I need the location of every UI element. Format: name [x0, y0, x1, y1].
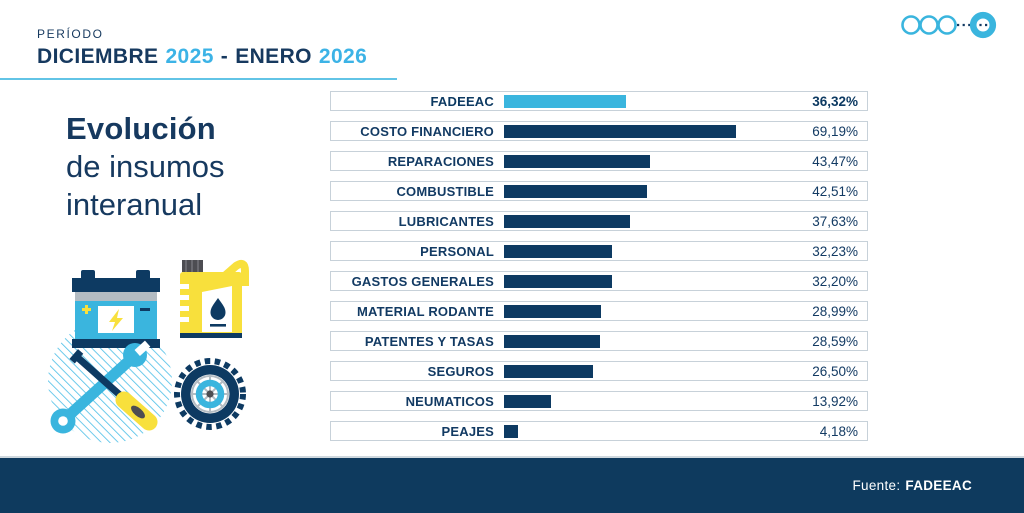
bar-row: NEUMATICOS 13,92%: [330, 391, 868, 411]
bar: [504, 424, 518, 438]
bar-row: COSTO FINANCIERO 69,19%: [330, 121, 868, 141]
title-line-1: Evolución: [66, 111, 216, 146]
bar-row-label: MATERIAL RODANTE: [356, 303, 494, 319]
bar-row: MATERIAL RODANTE 28,99%: [330, 301, 868, 321]
bar-row: GASTOS GENERALES 32,20%: [330, 271, 868, 291]
bar-track: [504, 244, 781, 258]
bar-row-value: 69,19%: [812, 123, 858, 139]
bar: [504, 334, 600, 348]
bar-row-label: GASTOS GENERALES: [351, 273, 494, 289]
bar-row-value: 43,47%: [812, 153, 858, 169]
bar-track: [504, 94, 781, 108]
bar-row-value: 32,23%: [812, 243, 858, 259]
circles-dots-decoration-icon: [901, 11, 997, 39]
bar-row: PEAJES 4,18%: [330, 421, 868, 441]
page-title: Evolución de insumos interanual: [66, 110, 225, 224]
bar-row-label: PEAJES: [441, 423, 494, 439]
source-value: FADEEAC: [905, 478, 972, 493]
bar-row-label: COSTO FINANCIERO: [360, 123, 494, 139]
bar-track: [504, 364, 781, 378]
period-range: DICIEMBRE 2025 - ENERO 2026: [37, 45, 367, 69]
bar-row: COMBUSTIBLE 42,51%: [330, 181, 868, 201]
bar-row: SEGUROS 26,50%: [330, 361, 868, 381]
bar-track: [504, 424, 781, 438]
bar-row-label: NEUMATICOS: [405, 393, 494, 409]
bar-row-value: 36,32%: [812, 93, 858, 109]
truck-inputs-illustration: [48, 259, 249, 443]
source-label: Fuente:: [852, 478, 901, 493]
bar-track: [504, 184, 781, 198]
bar: [504, 154, 650, 168]
bar: [504, 244, 613, 258]
bar: [504, 184, 647, 198]
period-year2: 2026: [318, 45, 368, 68]
title-line-2: de insumos: [66, 149, 225, 184]
oil-can-icon: [180, 259, 249, 338]
bar-chart: FADEEAC 36,32% COSTO FINANCIERO 69,19% R…: [330, 91, 868, 451]
source-credit: Fuente: FADEEAC: [853, 478, 973, 493]
header: PERÍODO DICIEMBRE 2025 - ENERO 2026: [37, 27, 367, 69]
bar-row-value: 42,51%: [812, 183, 858, 199]
footer-bar: Fuente: FADEEAC: [0, 456, 1024, 513]
bar-row: PERSONAL 32,23%: [330, 241, 868, 261]
bar: [504, 94, 626, 108]
bar: [504, 124, 736, 138]
bar-track: [504, 304, 781, 318]
bar-row: REPARACIONES 43,47%: [330, 151, 868, 171]
bar-track: [504, 154, 781, 168]
period-year1: 2025: [165, 45, 214, 68]
bar-row-value: 26,50%: [812, 363, 858, 379]
header-underline: [0, 78, 397, 80]
bar-track: [504, 394, 781, 408]
battery-icon: [72, 270, 160, 348]
bar-row-label: FADEEAC: [430, 93, 494, 109]
bar-row-label: COMBUSTIBLE: [396, 183, 494, 199]
bar-row-label: LUBRICANTES: [398, 213, 494, 229]
period-month1: DICIEMBRE: [37, 45, 159, 68]
bar-rows: FADEEAC 36,32% COSTO FINANCIERO 69,19% R…: [330, 91, 868, 441]
bar-track: [504, 124, 781, 138]
period-month2: ENERO: [235, 45, 312, 68]
bar: [504, 274, 612, 288]
bar-row-label: PATENTES Y TASAS: [364, 333, 494, 349]
title-line-3: interanual: [66, 187, 203, 222]
tire-icon: [174, 358, 246, 430]
bar-row: FADEEAC 36,32%: [330, 91, 868, 111]
bar-track: [504, 274, 781, 288]
period-separator: -: [220, 45, 229, 68]
bar: [504, 394, 551, 408]
bar-row-value: 37,63%: [812, 213, 858, 229]
bar: [504, 304, 602, 318]
bar-row-value: 28,99%: [812, 303, 858, 319]
bar-row-value: 28,59%: [812, 333, 858, 349]
bar-row: LUBRICANTES 37,63%: [330, 211, 868, 231]
bar-row: PATENTES Y TASAS 28,59%: [330, 331, 868, 351]
bar-row-label: PERSONAL: [420, 243, 494, 259]
period-label: PERÍODO: [37, 27, 104, 41]
bar-row-label: SEGUROS: [427, 363, 494, 379]
bar-row-value: 32,20%: [812, 273, 858, 289]
bar-row-label: REPARACIONES: [387, 153, 494, 169]
screwdriver-icon: [69, 349, 158, 431]
wrench-icon: [50, 340, 151, 434]
bar-track: [504, 334, 781, 348]
bar-row-value: 4,18%: [819, 423, 858, 439]
bar-track: [504, 214, 781, 228]
bar: [504, 364, 593, 378]
bar: [504, 214, 631, 228]
bar-row-value: 13,92%: [812, 393, 858, 409]
